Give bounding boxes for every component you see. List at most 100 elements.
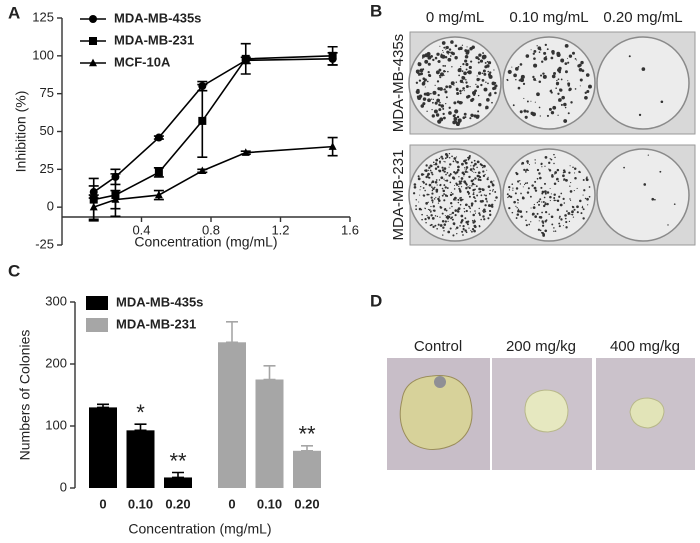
colony [452,234,455,237]
colony [546,202,549,206]
colony [476,166,478,169]
colony [641,67,646,71]
colony [530,100,532,102]
colony [491,205,494,208]
colony [464,182,467,185]
colony [667,224,669,226]
colony [428,166,431,169]
colony [580,60,584,65]
colony [544,229,548,233]
x-tick-label: 1.2 [271,222,289,237]
colony [534,101,536,103]
colony [473,171,475,173]
colony [426,214,428,217]
colony [524,115,528,119]
colony [478,207,480,210]
colony [436,165,440,169]
marker [241,54,250,63]
legend-label: MCF-10A [114,54,171,69]
colony [485,81,487,83]
colony [553,227,555,229]
colony [538,200,541,203]
colony [471,219,474,222]
colony [548,161,551,165]
colony [427,201,429,203]
colony [452,120,457,125]
legend-swatch [86,318,108,332]
colony [560,192,563,195]
x-tick-label: 1.6 [341,222,359,237]
colony [464,72,467,75]
colony [486,201,488,203]
colony [543,196,546,199]
dish [596,36,690,130]
colony [465,166,469,169]
colony [563,179,565,182]
colony [456,92,460,96]
colony [432,209,435,212]
colony [559,215,561,218]
colony [558,225,561,228]
colony [548,168,550,170]
colony [461,230,464,233]
colony [465,159,467,161]
colony [468,186,471,190]
colony [520,74,525,79]
x-tick-label: 0.10 [257,496,282,511]
colony [475,114,480,119]
colony [431,180,435,184]
colony [421,218,423,221]
colony [525,168,529,172]
colony [422,97,427,101]
colony [445,179,449,182]
colony [464,168,466,170]
colony [430,92,432,95]
colony [569,165,571,167]
colony [427,217,430,220]
colony [453,101,457,105]
colony [455,199,457,201]
colony [534,215,538,218]
colony [584,95,588,100]
colony [541,166,543,168]
colony [572,51,575,55]
series-line [93,55,333,201]
colony [434,162,438,166]
x-axis-label: Concentration (mg/mL) [134,234,277,250]
colony [439,45,441,47]
colony [660,100,664,104]
colony [544,192,547,195]
colony [427,169,430,171]
colony [538,220,540,222]
colony [432,205,436,208]
colony [519,179,521,182]
colony [486,60,489,63]
colony [459,79,464,84]
colony [455,87,459,91]
colony [512,187,514,189]
colony [530,221,532,223]
colony [464,217,467,220]
colony [476,85,480,89]
colony [430,98,433,100]
marker [154,133,163,142]
colony [415,205,417,207]
colony [478,224,481,227]
y-tick-label: 200 [45,355,67,370]
colony [447,215,451,219]
colony [454,214,457,217]
colony [475,171,477,174]
colony [585,177,588,180]
colony [556,177,559,181]
colony [481,72,484,75]
colony [567,212,571,215]
colony [456,168,460,172]
colony [431,217,435,220]
colony [478,212,481,215]
colony [466,223,469,226]
colony [578,63,582,67]
colony [445,215,449,219]
tumor [524,389,569,433]
colony [576,187,578,190]
colony [460,186,463,188]
